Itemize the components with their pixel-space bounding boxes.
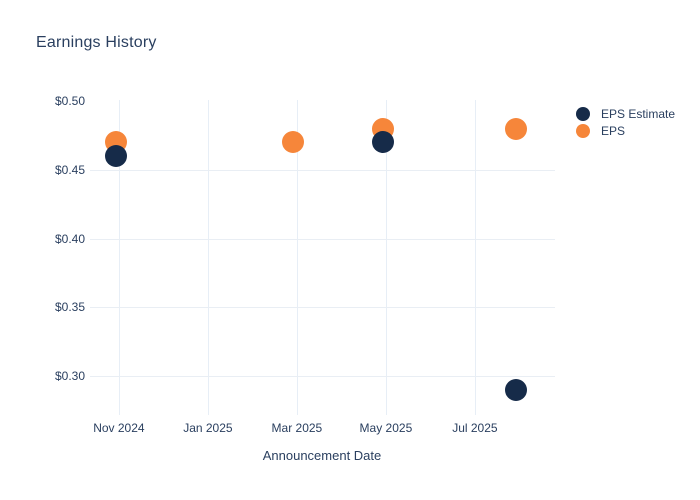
x-axis-title: Announcement Date xyxy=(262,448,382,463)
chart-title: Earnings History xyxy=(36,34,157,51)
x-tick-label: Jan 2025 xyxy=(183,421,233,435)
data-point-eps-estimate[interactable] xyxy=(371,131,394,154)
vertical-gridline xyxy=(118,100,120,415)
legend-item-label: EPS xyxy=(601,123,626,138)
data-point-eps-estimate[interactable] xyxy=(104,145,127,167)
horizontal-gridline xyxy=(90,376,555,377)
legend-item-label: EPS Estimate xyxy=(601,106,676,121)
y-tick-label: $0.35 xyxy=(54,300,85,315)
vertical-gridline xyxy=(385,100,387,415)
data-point-eps[interactable] xyxy=(504,117,527,140)
y-tick-label: $0.50 xyxy=(54,94,85,108)
legend-marker-icon xyxy=(576,123,590,138)
x-tick-label: Mar 2025 xyxy=(271,421,323,435)
legend-marker-icon xyxy=(576,106,590,121)
x-tick-label: Nov 2024 xyxy=(93,421,145,435)
x-tick-label: May 2025 xyxy=(359,421,413,435)
y-tick-label: $0.40 xyxy=(54,231,85,246)
vertical-gridline xyxy=(474,100,476,415)
data-point-eps-estimate[interactable] xyxy=(504,378,527,401)
vertical-gridline xyxy=(207,100,209,415)
legend-item-eps[interactable]: EPS xyxy=(576,122,675,139)
vertical-gridline xyxy=(296,100,298,415)
x-tick-label: Jul 2025 xyxy=(452,421,498,435)
chart-legend: EPS Estimate EPS xyxy=(576,105,675,139)
horizontal-gridline xyxy=(90,307,555,309)
y-tick-label: $0.45 xyxy=(54,162,85,177)
horizontal-gridline xyxy=(90,169,555,171)
y-tick-label: $0.30 xyxy=(54,369,85,383)
legend-item-eps-estimate[interactable]: EPS Estimate xyxy=(576,105,675,122)
data-point-eps[interactable] xyxy=(281,131,304,154)
horizontal-gridline xyxy=(90,238,555,240)
